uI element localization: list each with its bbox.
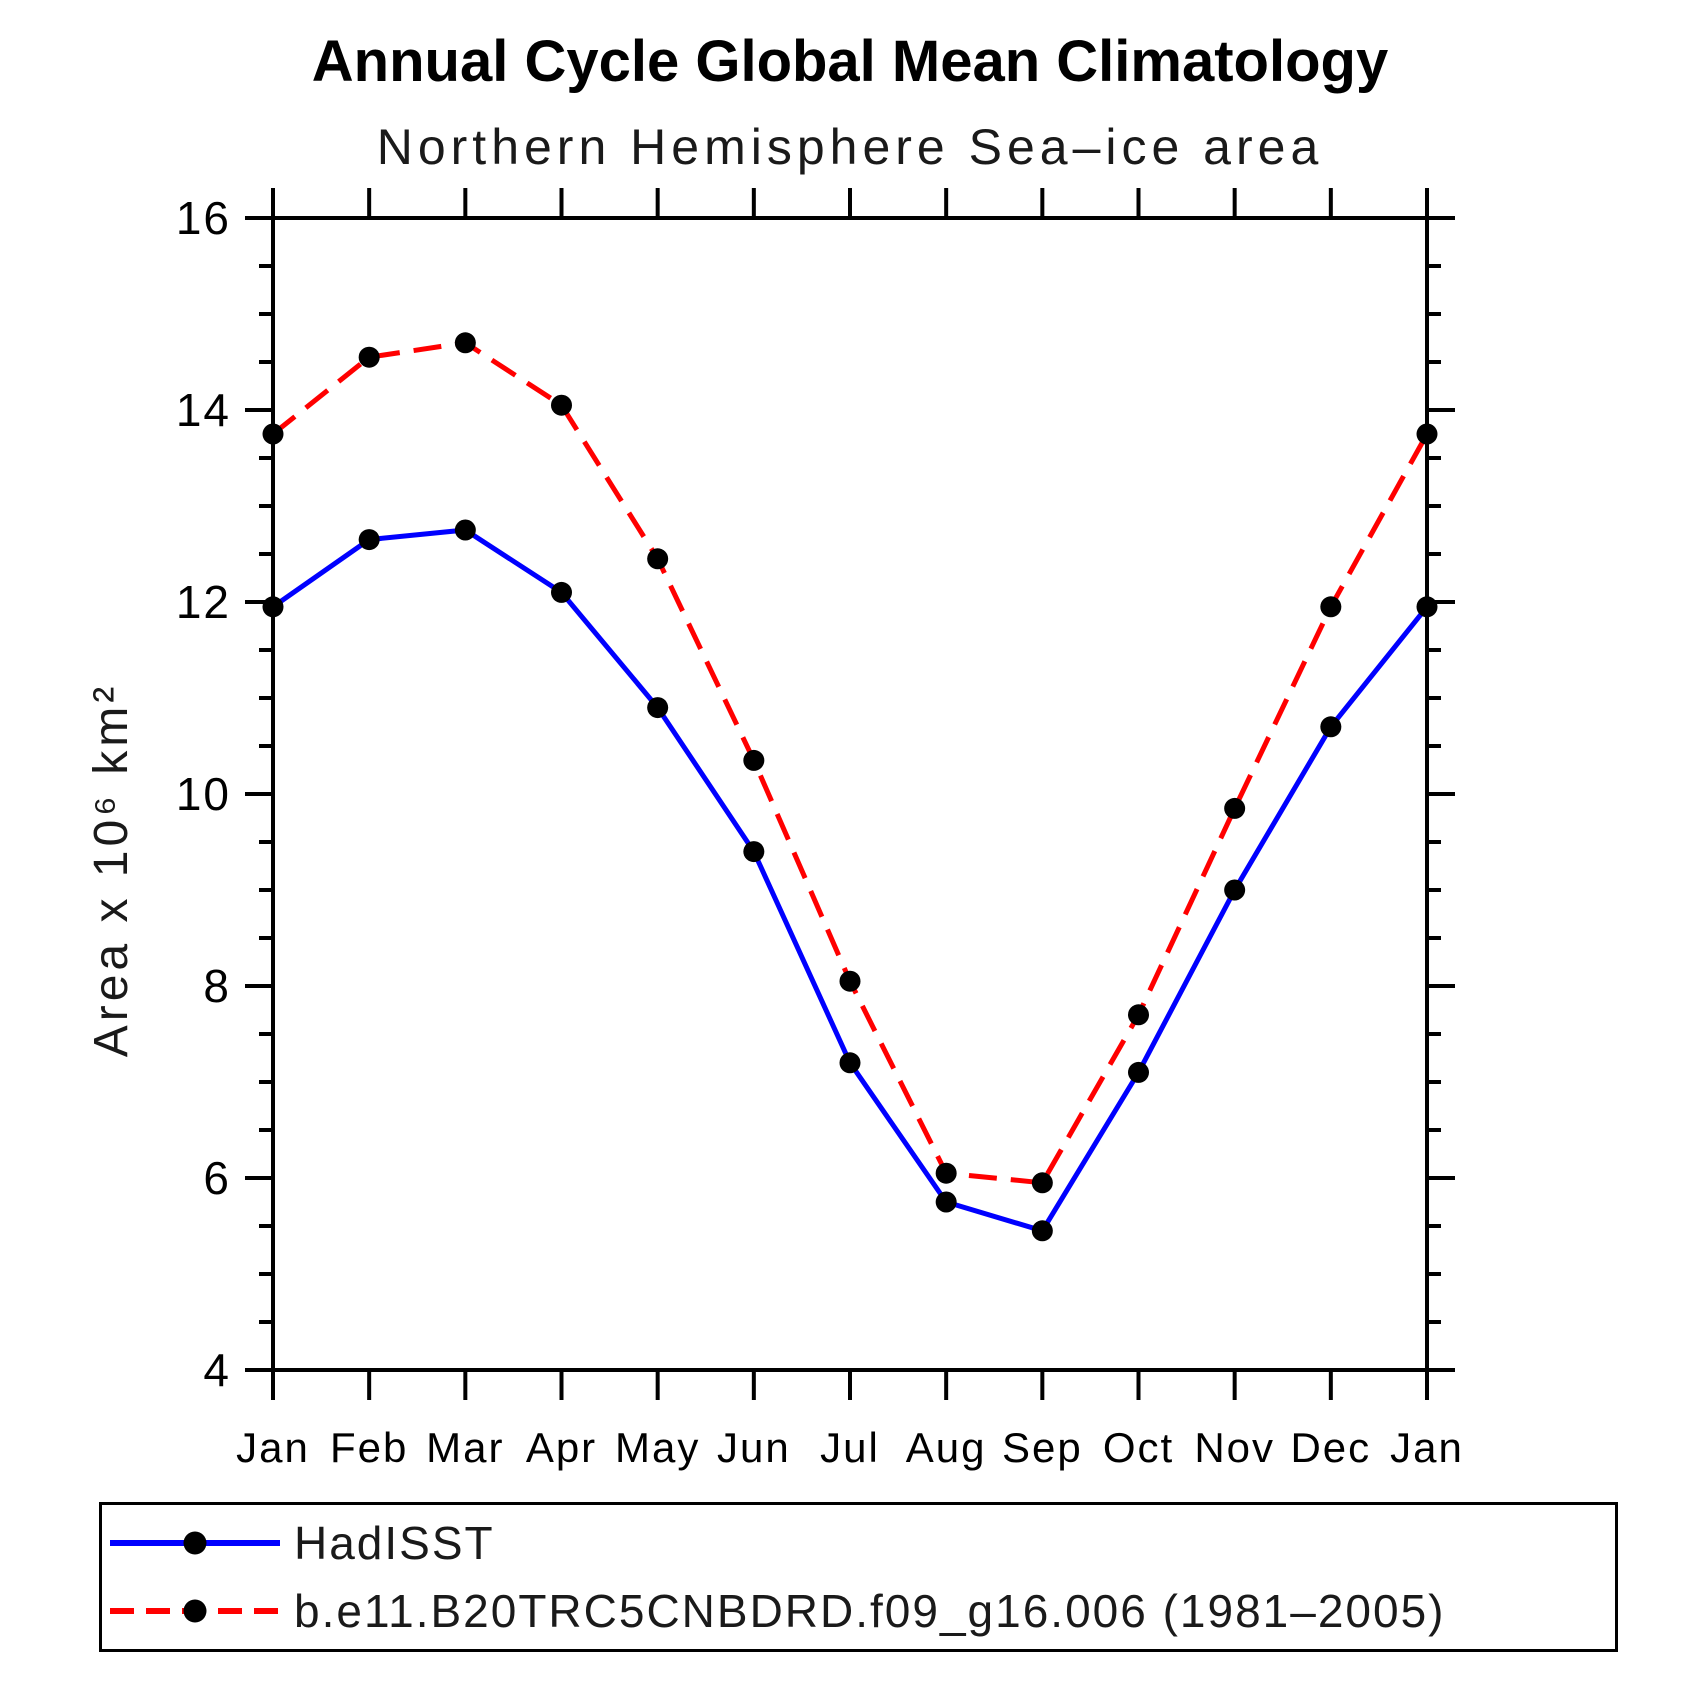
hadisst-marker-may-4 bbox=[647, 697, 669, 719]
hadisst-line-sample-icon bbox=[110, 1531, 280, 1555]
hadisst-marker-dec-11 bbox=[1320, 716, 1342, 738]
hadisst-marker-aug-7 bbox=[935, 1191, 957, 1213]
x-tick-label: Nov bbox=[1194, 1424, 1275, 1471]
legend-item-hadisst: HadISST bbox=[108, 1511, 1615, 1575]
hadisst-marker-jul-6 bbox=[839, 1052, 861, 1074]
hadisst-line bbox=[271, 527, 1429, 1234]
hadisst-marker-oct-9 bbox=[1128, 1061, 1149, 1083]
plot-frame bbox=[271, 216, 1429, 1372]
model-marker-nov-10 bbox=[1224, 797, 1246, 819]
x-tick-label: Sep bbox=[1002, 1424, 1083, 1471]
x-tick-label: Aug bbox=[906, 1424, 987, 1471]
hadisst-marker-mar-2 bbox=[454, 519, 476, 541]
x-tick-label: Jan bbox=[236, 1424, 310, 1471]
y-axis-title: Area x 10⁶ km² bbox=[85, 682, 138, 1058]
hadisst-marker-jan-12 bbox=[1416, 596, 1438, 618]
hadisst-marker-feb-1 bbox=[358, 529, 380, 551]
x-tick-label: Feb bbox=[330, 1424, 408, 1471]
model-marker-jan-0 bbox=[262, 423, 284, 445]
y-tick-label: 16 bbox=[176, 192, 231, 244]
model-marker-apr-3 bbox=[551, 394, 572, 416]
model-marker-jul-6 bbox=[839, 970, 861, 992]
hadisst-marker-nov-10 bbox=[1224, 879, 1246, 901]
model-marker-jun-5 bbox=[743, 749, 765, 771]
hadisst-marker-apr-3 bbox=[551, 581, 572, 603]
x-tick-label: Mar bbox=[426, 1424, 504, 1471]
model-marker-sep-8 bbox=[1031, 1172, 1053, 1194]
y-tick-label: 4 bbox=[203, 1344, 231, 1396]
model-marker-aug-7 bbox=[935, 1162, 957, 1184]
y-tick-label: 14 bbox=[176, 384, 231, 436]
y-tick-label: 6 bbox=[203, 1152, 231, 1204]
hadisst-marker-jun-5 bbox=[743, 841, 765, 863]
y-tick-label: 10 bbox=[176, 768, 231, 820]
legend-label-hadisst: HadISST bbox=[294, 1517, 495, 1569]
y-tick-label: 12 bbox=[176, 576, 231, 628]
hadisst-marker-sep-8 bbox=[1031, 1220, 1053, 1242]
model-marker-jan-12 bbox=[1416, 423, 1438, 445]
legend-item-model: b.e11.B20TRC5CNBDRD.f09_g16.006 (1981–20… bbox=[108, 1579, 1615, 1643]
legend-label-model: b.e11.B20TRC5CNBDRD.f09_g16.006 (1981–20… bbox=[294, 1585, 1446, 1637]
x-tick-label: Jan bbox=[1390, 1424, 1464, 1471]
model-line-sample-icon bbox=[110, 1599, 280, 1623]
model-marker-mar-2 bbox=[454, 332, 476, 354]
hadisst-marker-jan-0 bbox=[262, 596, 284, 618]
x-tick-label: Apr bbox=[526, 1424, 597, 1471]
model-marker-may-4 bbox=[647, 548, 669, 570]
x-tick-label: May bbox=[615, 1424, 700, 1471]
chart-subtitle: Northern Hemisphere Sea–ice area bbox=[376, 119, 1324, 175]
model-sample-marker bbox=[183, 1599, 207, 1623]
legend-box: HadISST b.e11.B20TRC5CNBDRD.f09_g16.006 … bbox=[99, 1502, 1618, 1652]
y-tick-label: 8 bbox=[203, 960, 231, 1012]
model-marker-oct-9 bbox=[1128, 1004, 1149, 1026]
hadisst-sample-marker bbox=[183, 1531, 207, 1555]
page-title: Annual Cycle Global Mean Climatology bbox=[311, 29, 1389, 94]
x-tick-label: Jun bbox=[717, 1424, 791, 1471]
sea-ice-annual-cycle-chart: 4 6 8 10 12 14 16 Jan Feb Mar Apr May Jun Jul Aug Sep Oc… bbox=[176, 188, 1464, 1471]
model-marker-feb-1 bbox=[358, 346, 380, 368]
x-tick-label: Jul bbox=[820, 1424, 880, 1471]
model-marker-dec-11 bbox=[1320, 596, 1342, 618]
x-tick-label: Oct bbox=[1103, 1424, 1174, 1471]
x-tick-label: Dec bbox=[1290, 1424, 1371, 1471]
